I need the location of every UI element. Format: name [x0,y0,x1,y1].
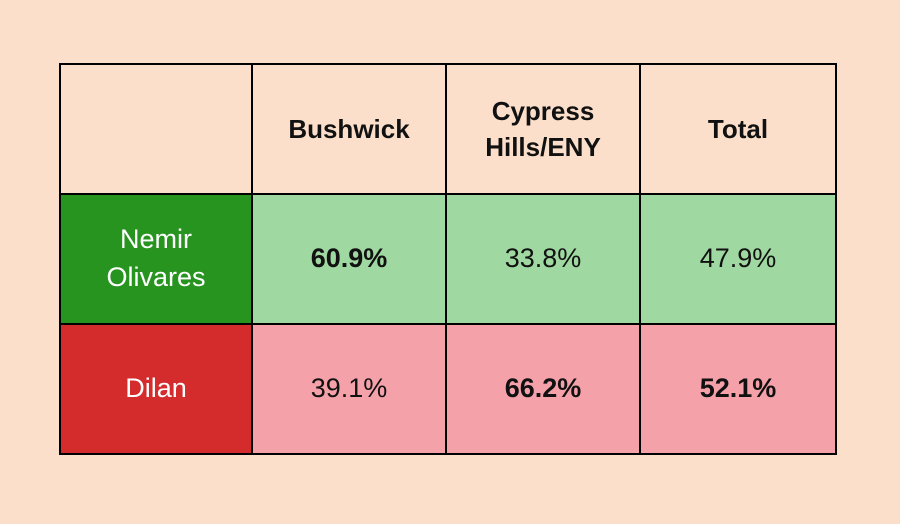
row-header-dilan: Dilan [59,323,253,455]
results-table: Bushwick Cypress Hills/ENY Total Nemir O… [59,63,837,455]
cell-nemir-bushwick: 60.9% [251,193,447,325]
column-header-bushwick: Bushwick [251,63,447,195]
cell-dilan-bushwick: 39.1% [251,323,447,455]
cell-nemir-total: 47.9% [639,193,837,325]
cell-dilan-cypress-hills-eny: 66.2% [445,323,641,455]
column-header-total: Total [639,63,837,195]
corner-cell [59,63,253,195]
table-row-dilan: Dilan 39.1% 66.2% 52.1% [59,323,837,455]
column-header-cypress-hills-eny: Cypress Hills/ENY [445,63,641,195]
cell-dilan-total: 52.1% [639,323,837,455]
cell-nemir-cypress-hills-eny: 33.8% [445,193,641,325]
table-row-nemir-olivares: Nemir Olivares 60.9% 33.8% 47.9% [59,193,837,325]
header-row: Bushwick Cypress Hills/ENY Total [59,63,837,195]
row-header-nemir-olivares: Nemir Olivares [59,193,253,325]
